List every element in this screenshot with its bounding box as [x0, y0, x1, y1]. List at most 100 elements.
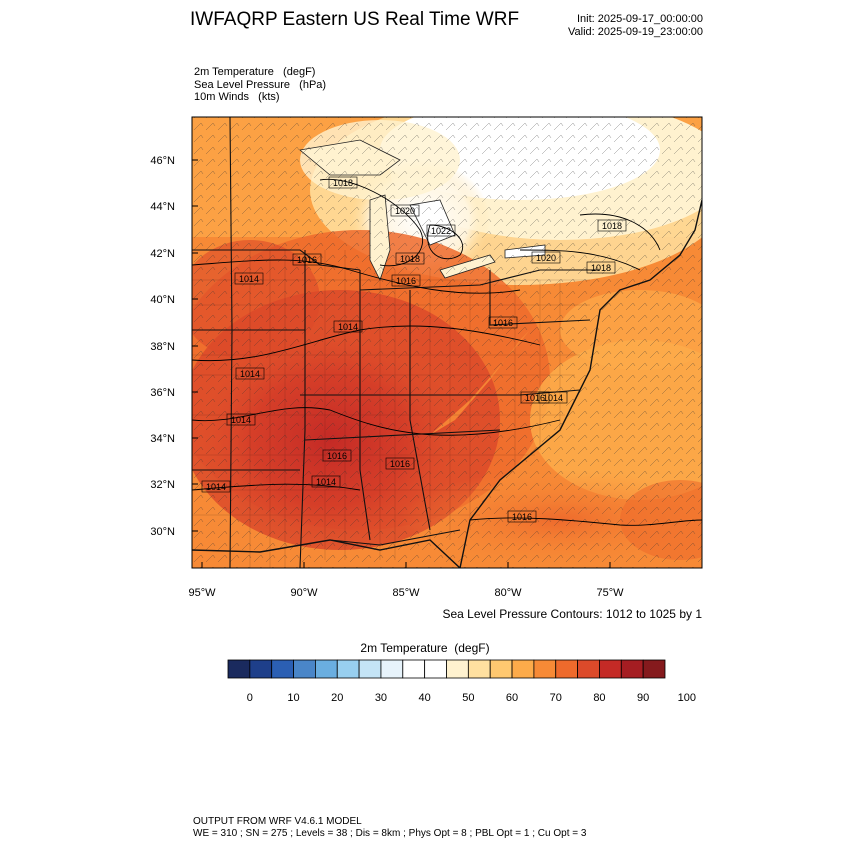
slp-label-box — [333, 320, 363, 333]
colorbar-label: 80 — [593, 692, 605, 704]
colorbar-swatch — [533, 659, 557, 679]
colorbar-label: 100 — [678, 692, 696, 704]
lat-tick-label: 38°N — [150, 341, 175, 353]
temperature-field — [192, 117, 702, 568]
slp-label-box — [201, 480, 231, 493]
colorbar-swatch — [424, 659, 447, 679]
slp-label: 1014 — [338, 322, 358, 332]
slp-label-box — [520, 391, 550, 404]
map-title: IWFAQRP Eastern US Real Time WRF — [190, 9, 520, 30]
colorbar-title: 2m Temperature (degF) — [360, 641, 490, 655]
slp-label: 1016 — [297, 255, 317, 265]
slp-label-box — [597, 219, 627, 232]
footer-config-line: WE = 310 ; SN = 275 ; Levels = 38 ; Dis … — [193, 828, 587, 839]
lat-tick-label: 34°N — [150, 433, 175, 445]
field-sea-level-pressure: Sea Level Pressure (hPa) — [194, 78, 327, 91]
lon-tick-label: 75°W — [596, 587, 624, 599]
slp-label-box — [292, 253, 322, 266]
slp-label: 1014 — [543, 393, 563, 403]
colorbar-label: 10 — [287, 692, 299, 704]
valid-time: Valid: 2025-09-19_23:00:00 — [568, 26, 703, 38]
colorbar-swatch — [599, 659, 622, 679]
colorbar-label: 30 — [375, 692, 387, 704]
colorbar-swatch — [249, 659, 273, 679]
slp-label-box — [391, 274, 421, 287]
colorbar-swatch — [227, 659, 251, 679]
init-time: Init: 2025-09-17_00:00:00 — [577, 13, 703, 25]
lat-tick-label: 44°N — [150, 201, 175, 213]
colorbar-label: 20 — [331, 692, 343, 704]
run-info: Init: 2025-09-17_00:00:00 Valid: 2025-09… — [540, 13, 703, 39]
field-list: 2m Temperature (degF) Sea Level Pressure… — [194, 66, 326, 104]
slp-label: 1016 — [327, 451, 347, 461]
lat-tick-label: 36°N — [150, 387, 175, 399]
colorbar-swatch — [380, 659, 404, 679]
slp-label: 1014 — [206, 482, 226, 492]
slp-label: 1016 — [390, 459, 410, 469]
slp-label: 1016 — [396, 276, 416, 286]
slp-label-box — [226, 413, 256, 426]
slp-label-box — [234, 272, 264, 285]
latitude-ticks: 46°N 44°N 42°N 40°N 38°N 36°N 34°N 32°N 30°N — [150, 155, 198, 538]
temperature-colorbar: 0 10 20 30 40 50 60 70 80 90 100 — [227, 659, 696, 704]
model-footer: OUTPUT FROM WRF V4.6.1 MODEL WE = 310 ; … — [193, 816, 586, 840]
colorbar-swatch — [620, 659, 644, 679]
slp-label: 1020 — [536, 253, 556, 263]
slp-label: 1022 — [431, 226, 451, 236]
slp-label: 1016 — [525, 393, 545, 403]
slp-label-box — [322, 449, 352, 462]
slp-label-box — [328, 176, 358, 189]
contour-note: Sea Level Pressure Contours: 1012 to 102… — [442, 607, 703, 621]
slp-label: 1018 — [602, 221, 622, 231]
slp-label-box — [235, 367, 265, 380]
colorbar-label: 60 — [506, 692, 518, 704]
slp-label: 1018 — [591, 263, 611, 273]
colorbar-swatch — [293, 659, 316, 679]
slp-label: 1016 — [512, 512, 532, 522]
longitude-ticks: 95°W 90°W 85°W 80°W 75°W — [188, 562, 624, 599]
colorbar-label: 70 — [550, 692, 562, 704]
lat-tick-label: 30°N — [150, 526, 175, 538]
slp-label-box — [385, 457, 415, 470]
slp-label: 1020 — [395, 206, 415, 216]
slp-label-box — [395, 252, 425, 265]
lat-tick-label: 40°N — [150, 294, 175, 306]
lat-tick-label: 42°N — [150, 248, 175, 260]
colorbar-swatch — [511, 659, 535, 679]
slp-label-box — [538, 391, 568, 404]
slp-label: 1014 — [231, 415, 251, 425]
lat-tick-label: 46°N — [150, 155, 175, 167]
slp-label-box — [531, 251, 561, 264]
lon-tick-label: 90°W — [290, 587, 318, 599]
colorbar-swatch — [555, 659, 579, 679]
colorbar-label: 90 — [637, 692, 649, 704]
colorbar-swatch — [446, 659, 469, 679]
lon-tick-label: 85°W — [392, 587, 420, 599]
colorbar-swatch — [336, 659, 360, 679]
slp-label-box — [311, 475, 341, 488]
field-winds: 10m Winds (kts) — [194, 91, 280, 103]
lon-tick-label: 80°W — [494, 587, 522, 599]
lon-tick-label: 95°W — [188, 587, 216, 599]
colorbar-swatch — [467, 659, 491, 679]
colorbar-swatch — [489, 659, 513, 679]
colorbar-swatch — [577, 659, 600, 679]
slp-label: 1018 — [400, 254, 420, 264]
slp-label-box — [586, 261, 616, 274]
slp-label: 1018 — [333, 178, 353, 188]
field-temperature: 2m Temperature (degF) — [194, 66, 316, 78]
colorbar-swatch — [314, 659, 338, 679]
slp-label: 1014 — [239, 274, 259, 284]
map-frame — [191, 116, 703, 569]
slp-label-box — [488, 316, 518, 329]
colorbar-swatch — [642, 659, 666, 679]
slp-label-box — [426, 224, 456, 237]
colorbar-swatch — [402, 659, 426, 679]
slp-label-box — [390, 204, 420, 217]
slp-label-box — [507, 510, 537, 523]
slp-label: 1014 — [316, 477, 336, 487]
footer-model-line: OUTPUT FROM WRF V4.6.1 MODEL — [193, 816, 362, 827]
lat-tick-label: 32°N — [150, 479, 175, 491]
